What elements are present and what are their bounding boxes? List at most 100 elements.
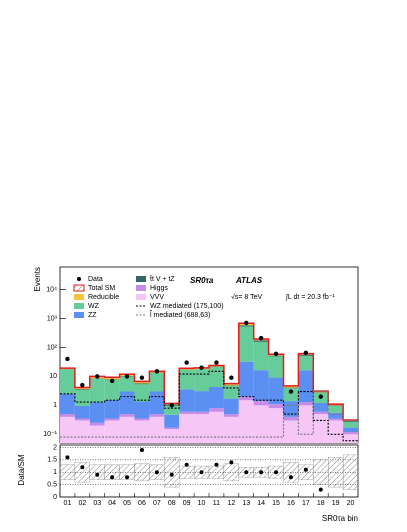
stack-segment [313, 414, 328, 443]
stack-segment [105, 420, 120, 443]
ratio-point [110, 475, 114, 479]
x-tick-label: 10 [198, 500, 206, 507]
stack-segment [194, 391, 209, 412]
ratio-point [140, 448, 144, 452]
stack-segment [224, 417, 239, 443]
stack-segment [179, 414, 194, 443]
data-point [110, 379, 114, 383]
data-point [170, 403, 174, 407]
stack-segment [90, 403, 105, 423]
ratio-point [214, 463, 218, 467]
legend-marker [77, 277, 81, 281]
stack-segment [135, 420, 150, 443]
data-point [289, 389, 293, 393]
x-tick-label: 19 [332, 500, 340, 507]
stack-segment [90, 379, 105, 403]
y-tick-label: 10² [47, 344, 58, 351]
ratio-tick-label: 1 [53, 469, 57, 476]
data-point [244, 321, 248, 325]
ratio-band [224, 464, 239, 481]
ratio-point [229, 460, 233, 464]
stack-segment [194, 370, 209, 391]
stack-segment [209, 387, 224, 408]
stack-segment [254, 401, 269, 405]
stack-segment [120, 414, 135, 417]
stack-segment [75, 390, 90, 406]
x-tick-label: 17 [302, 500, 310, 507]
region-label: SR0τa [190, 276, 214, 285]
ratio-point [259, 470, 263, 474]
stack-segment [149, 414, 164, 417]
legend-swatch [74, 312, 84, 318]
stack-segment [90, 423, 105, 426]
experiment-label: ATLAS [235, 276, 263, 285]
ratio-band [313, 460, 328, 485]
x-tick-label: 13 [242, 500, 250, 507]
x-tick-label: 09 [183, 500, 191, 507]
y-axis-label: Events [33, 267, 42, 291]
x-tick-label: 20 [347, 500, 355, 507]
y-tick-label: 10⁻¹ [43, 431, 57, 438]
legend-label: Data [88, 276, 103, 283]
data-point [140, 376, 144, 380]
stack-segment [164, 428, 179, 430]
data-point [199, 365, 203, 369]
stack-segment [284, 420, 299, 443]
stack-segment [135, 384, 150, 401]
ratio-point [155, 470, 159, 474]
stack-segment [269, 404, 284, 408]
stack-segment [254, 370, 269, 401]
legend-label: Higgs [150, 285, 168, 292]
y-tick-label: 10⁴ [46, 286, 57, 293]
y-tick-label: 10³ [47, 315, 58, 322]
legend-label: t̄t V + tZ [150, 275, 176, 283]
x-tick-label: 12 [227, 500, 235, 507]
legend-label: VVV [150, 294, 164, 301]
ratio-point [289, 475, 293, 479]
stack-segment [313, 403, 328, 412]
stack-segment [135, 402, 150, 419]
legend-label: WZ [88, 303, 100, 310]
legend-label: Reducible [88, 294, 119, 301]
x-tick-label: 04 [108, 500, 116, 507]
data-point [65, 357, 69, 361]
data-point [125, 374, 129, 378]
stack-segment [75, 419, 90, 421]
stack-segment [298, 356, 313, 370]
stack-segment [239, 326, 254, 361]
ratio-tick-label: 1.5 [47, 457, 57, 464]
x-tick-label: 05 [123, 500, 131, 507]
data-point [259, 336, 263, 340]
stack-segment [313, 412, 328, 414]
stack-segment [60, 414, 75, 417]
x-tick-label: 03 [93, 500, 101, 507]
legend-swatch [136, 285, 146, 291]
data-point [184, 360, 188, 364]
stack-segment [269, 408, 284, 443]
stack-segment [224, 414, 239, 417]
stack-segment [149, 417, 164, 443]
stack-segment [105, 419, 120, 421]
data-point [95, 374, 99, 378]
legend-swatch [74, 285, 84, 291]
stack-segment [209, 367, 224, 387]
x-tick-label: 06 [138, 500, 146, 507]
data-point [155, 369, 159, 373]
data-point [319, 394, 323, 398]
ratio-band [135, 464, 150, 481]
legend-swatch [74, 294, 84, 300]
y-tick-label: 1 [53, 402, 57, 409]
stack-segment [298, 370, 313, 402]
stack-segment [75, 406, 90, 419]
ratio-band [209, 466, 224, 478]
ratio-band [328, 457, 343, 487]
stack-segment [194, 412, 209, 414]
stack-segment [60, 417, 75, 443]
stack-segment [75, 389, 90, 390]
legend-label: WZ mediated (175,100) [150, 303, 224, 310]
stack-segment [224, 385, 239, 386]
ratio-band [90, 465, 105, 480]
stack-segment [343, 422, 358, 428]
x-tick-label: 15 [272, 500, 280, 507]
stack-segment [224, 399, 239, 414]
